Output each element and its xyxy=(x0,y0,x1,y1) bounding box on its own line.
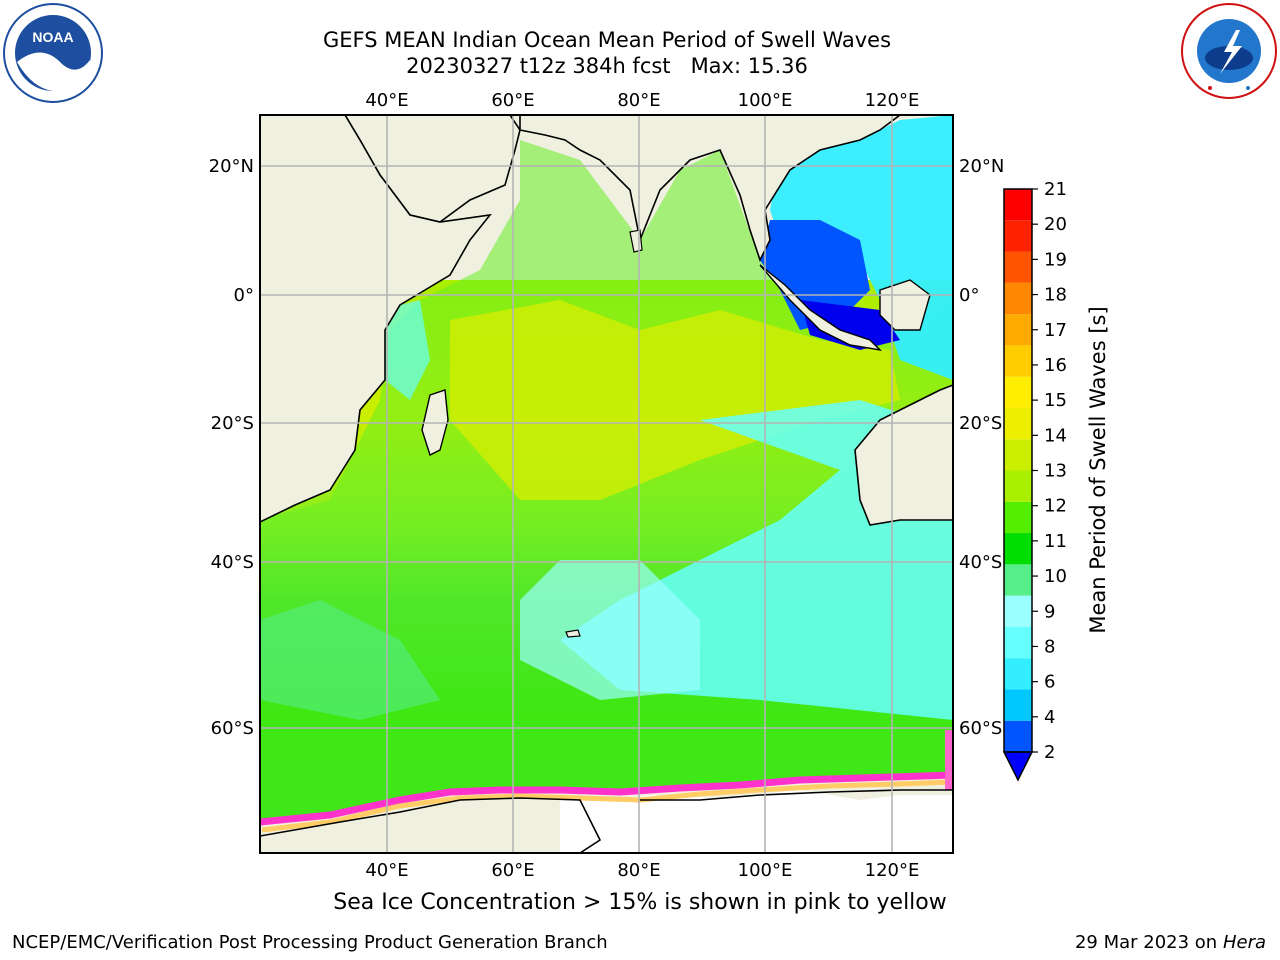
colorbar-segment xyxy=(1004,595,1032,627)
lat-label-right-0: 0° xyxy=(959,285,979,306)
colorbar-tick-label: 15 xyxy=(1044,390,1067,411)
lat-label-right-20n: 20°N xyxy=(959,156,1004,177)
lon-labels-top: 40°E 60°E 80°E 100°E 120°E xyxy=(365,90,919,111)
andaman-java-field xyxy=(760,220,870,330)
colorbar-tick-label: 14 xyxy=(1044,425,1067,446)
colorbar-segment xyxy=(1004,220,1032,252)
colorbar-tick-label: 12 xyxy=(1044,496,1067,517)
colorbar-tick-label: 2 xyxy=(1044,742,1055,763)
colorbar-segment xyxy=(1004,564,1032,596)
high-period-zone xyxy=(450,300,900,500)
footer-date-text: 29 Mar 2023 on xyxy=(1074,932,1218,953)
lon-labels-bottom: 40°E 60°E 80°E 100°E 120°E xyxy=(365,860,919,881)
sea-ice-edge-yellow xyxy=(261,779,953,833)
colorbar-segment xyxy=(1004,407,1032,440)
colorbar-segment xyxy=(1004,501,1032,534)
lat-labels-right: 20°N 0° 20°S 40°S 60°S xyxy=(959,156,1004,739)
africa-land xyxy=(260,115,492,523)
colorbar-tick-label: 6 xyxy=(1044,672,1055,693)
chart-subtitle: 20230327 t12z 384h fcst Max: 15.36 xyxy=(406,54,808,78)
antarctica-coastline xyxy=(260,789,953,853)
colorbar-segment xyxy=(1004,314,1032,346)
graticule xyxy=(260,115,953,853)
lat-label-right-20s: 20°S xyxy=(959,413,1002,434)
australia-land xyxy=(854,384,953,526)
chart-title: GEFS MEAN Indian Ocean Mean Period of Sw… xyxy=(322,28,892,52)
sumatra-java-land xyxy=(759,264,883,352)
lat-label-left-20s: 20°S xyxy=(211,413,254,434)
colorbar-tick-label: 18 xyxy=(1044,285,1067,306)
colorbar-segment xyxy=(1004,345,1032,377)
india-seasia-land xyxy=(519,115,902,263)
lat-label-left-60s: 60°S xyxy=(211,718,254,739)
footer-date: 29 Mar 2023 on Hera xyxy=(1075,932,1266,953)
lon-label-top-80e: 80°E xyxy=(617,90,660,111)
colorbar-segment xyxy=(1004,189,1032,221)
lat-label-right-40s: 40°S xyxy=(959,552,1002,573)
colorbar-tick-label: 11 xyxy=(1044,531,1067,552)
lon-label-bottom-80e: 80°E xyxy=(617,860,660,881)
colorbar-tick-label: 8 xyxy=(1044,636,1055,657)
colorbar-tick-label: 13 xyxy=(1044,461,1067,482)
lat-labels-left: 20°N 0° 20°S 40°S 60°S xyxy=(209,156,254,739)
java-sea-field xyxy=(800,300,900,350)
colorbar-segment xyxy=(1004,626,1032,659)
lon-label-bottom-60e: 60°E xyxy=(491,860,534,881)
lon-label-top-60e: 60°E xyxy=(491,90,534,111)
lat-label-left-40s: 40°S xyxy=(211,552,254,573)
colorbar-tick-label: 21 xyxy=(1044,179,1067,200)
colorbar-segment xyxy=(1004,439,1032,471)
colorbar-tick-label: 17 xyxy=(1044,320,1067,341)
footer-host: Hera xyxy=(1222,932,1266,953)
lon-label-bottom-120e: 120°E xyxy=(865,860,920,881)
colorbar-tick-label: 16 xyxy=(1044,355,1067,376)
map-frame xyxy=(259,114,954,854)
colorbar-tick-label: 20 xyxy=(1044,214,1067,235)
noaa-logo-text: NOAA xyxy=(32,29,73,45)
colorbar-segment xyxy=(1004,689,1032,721)
colorbar-label: Mean Period of Swell Waves [s] xyxy=(1086,306,1110,634)
antarctic-ice-shelf xyxy=(560,790,953,853)
colorbar-tick-label: 4 xyxy=(1044,707,1055,728)
colorbar-segment xyxy=(1004,658,1032,690)
colorbar-segment xyxy=(1004,376,1032,408)
colorbar-segment xyxy=(1004,282,1032,315)
sea-ice-east-patch xyxy=(945,730,953,790)
sea-ice-edge-pink xyxy=(260,771,953,826)
low-period-zone-west xyxy=(520,560,700,700)
lat-label-right-60s: 60°S xyxy=(959,718,1002,739)
lon-label-top-120e: 120°E xyxy=(865,90,920,111)
lon-label-top-100e: 100°E xyxy=(738,90,793,111)
colorbar-tick-label: 10 xyxy=(1044,566,1067,587)
colorbar-tick-label: 19 xyxy=(1044,249,1067,270)
lon-label-bottom-100e: 100°E xyxy=(738,860,793,881)
kerguelen-land xyxy=(565,629,581,638)
colorbar: 2 4 6 8 9 10 11 12 13 14 15 16 17 18 19 20 21 xyxy=(1002,179,1067,782)
lat-label-left-20n: 20°N xyxy=(209,156,254,177)
colorbar-segment xyxy=(1004,720,1032,752)
map-plot-area xyxy=(260,115,953,853)
lon-label-bottom-40e: 40°E xyxy=(365,860,408,881)
colorbar-segment xyxy=(1004,533,1032,565)
sea-ice-caption: Sea Ice Concentration > 15% is shown in … xyxy=(333,890,947,915)
mid-period-patch xyxy=(260,600,440,720)
lon-label-top-40e: 40°E xyxy=(365,90,408,111)
east-africa-coastal-field xyxy=(380,300,430,400)
nws-logo xyxy=(1181,3,1277,99)
colorbar-under-arrow xyxy=(1002,751,1034,782)
colorbar-segment xyxy=(1004,470,1032,502)
footer-credit: NCEP/EMC/Verification Post Processing Pr… xyxy=(12,932,608,953)
lat-label-left-0: 0° xyxy=(234,285,254,306)
colorbar-tick-label: 9 xyxy=(1044,601,1055,622)
noaa-logo: NOAA xyxy=(3,3,103,103)
colorbar-segment xyxy=(1004,251,1032,283)
